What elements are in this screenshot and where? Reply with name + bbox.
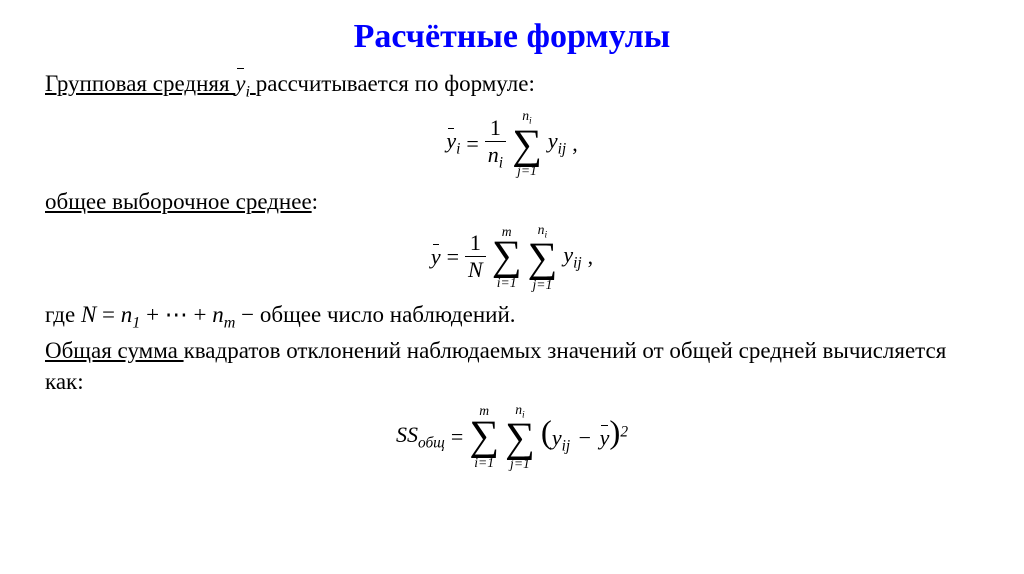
formula-group-mean: yi = 1 ni ni ∑ j=1 yij , [45,109,979,177]
text-line1-suffix: рассчитывается по формуле: [256,71,535,96]
text-line-3: где N = n1 + ⋯ + nm − общее число наблюд… [45,299,979,334]
text-line-4: Общая сумма квадратов отклонений наблюда… [45,335,979,397]
text-line-1: Групповая средняя yi рассчитывается по ф… [45,68,979,103]
formula-overall-mean: y = 1 N m ∑ i=1 ni ∑ j=1 yij , [45,223,979,291]
text-line-2: общее выборочное среднее: [45,186,979,217]
formula-ss-total: SSобщ = m ∑ i=1 ni ∑ j=1 (yij − y)2 [45,403,979,471]
text-group-mean-label: Групповая средняя yi [45,71,256,96]
page-title: Расчётные формулы [45,18,979,56]
slide-content: Расчётные формулы Групповая средняя yi р… [0,0,1024,471]
text-line2-suffix: : [312,189,318,214]
text-overall-mean-label: общее выборочное среднее [45,189,312,214]
text-total-sum-label: Общая сумма [45,338,184,363]
